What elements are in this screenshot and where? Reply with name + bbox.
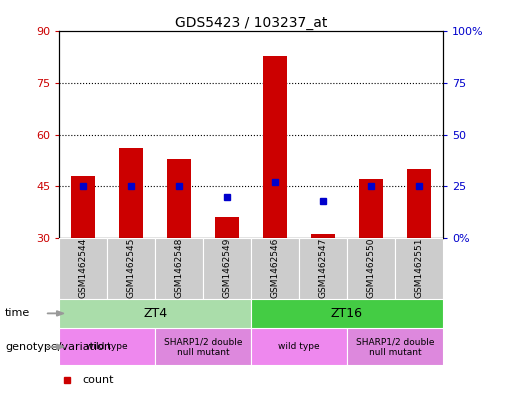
Bar [215, 217, 239, 238]
Text: GSM1462546: GSM1462546 [270, 238, 280, 298]
Bar [167, 159, 191, 238]
Text: SHARP1/2 double
null mutant: SHARP1/2 double null mutant [356, 337, 434, 356]
Text: SHARP1/2 double
null mutant: SHARP1/2 double null mutant [164, 337, 243, 356]
Bar [311, 234, 335, 238]
Text: GSM1462550: GSM1462550 [367, 238, 375, 298]
Bar [203, 238, 251, 299]
Text: GSM1462545: GSM1462545 [127, 238, 135, 298]
Bar [107, 238, 155, 299]
Bar [59, 328, 155, 365]
Text: time: time [5, 309, 30, 318]
Text: ZT4: ZT4 [143, 307, 167, 320]
Text: count: count [82, 375, 114, 386]
Bar [59, 299, 251, 328]
Bar [71, 176, 95, 238]
Bar [59, 238, 107, 299]
Text: genotype/variation: genotype/variation [5, 342, 111, 352]
Bar [155, 238, 203, 299]
Text: GSM1462551: GSM1462551 [415, 238, 423, 298]
Bar [155, 328, 251, 365]
Text: wild type: wild type [278, 342, 320, 351]
Bar [299, 238, 347, 299]
Text: GSM1462548: GSM1462548 [175, 238, 184, 298]
Bar [251, 328, 347, 365]
Bar [347, 328, 443, 365]
Bar [251, 238, 299, 299]
Text: wild type: wild type [87, 342, 128, 351]
Text: GSM1462547: GSM1462547 [318, 238, 328, 298]
Text: GSM1462544: GSM1462544 [79, 238, 88, 298]
Bar [359, 179, 383, 238]
Bar [251, 299, 443, 328]
Bar [263, 55, 287, 238]
Text: GSM1462549: GSM1462549 [222, 238, 232, 298]
Bar [407, 169, 431, 238]
Title: GDS5423 / 103237_at: GDS5423 / 103237_at [175, 17, 327, 30]
Bar [347, 238, 395, 299]
Bar [395, 238, 443, 299]
Bar [119, 148, 143, 238]
Text: ZT16: ZT16 [331, 307, 363, 320]
